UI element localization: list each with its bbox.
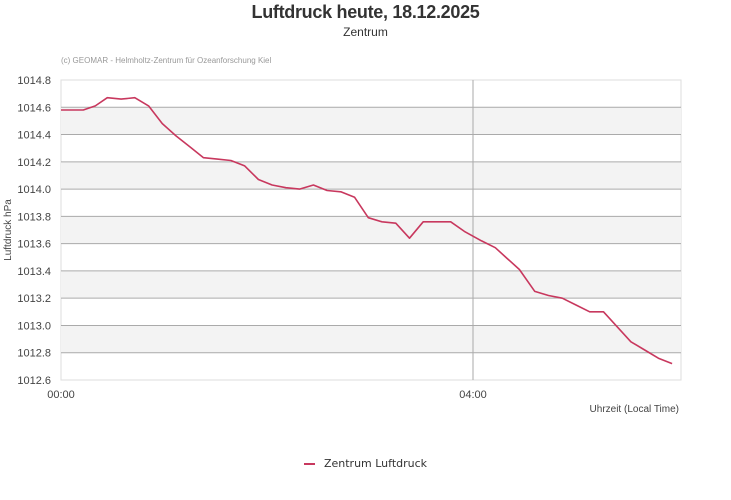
y-axis-label: Luftdruck hPa [3, 199, 14, 261]
x-axis-ticks: 00:00 04:00 [47, 389, 487, 401]
plot-bands [60, 79, 682, 381]
y-tick-label: 1012.6 [17, 375, 51, 387]
legend-item[interactable]: Zentrum Luftdruck [0, 457, 731, 470]
legend-swatch-icon [303, 463, 315, 465]
pressure-series-line [61, 96, 673, 365]
y-tick-label: 1013.0 [17, 320, 51, 332]
legend-label: Zentrum Luftdruck [323, 457, 428, 470]
grid-lines [61, 80, 681, 380]
y-tick-label: 1013.4 [17, 266, 51, 278]
y-tick-label: 1013.2 [17, 293, 51, 305]
x-axis-label: Uhrzeit (Local Time) [590, 404, 679, 415]
copyright-credit: (c) GEOMAR - Helmholtz-Zentrum für Ozean… [61, 56, 272, 65]
y-tick-label: 1013.8 [17, 211, 51, 223]
y-tick-label: 1014.8 [17, 75, 51, 87]
y-tick-label: 1014.0 [17, 184, 51, 196]
x-tick-label: 04:00 [459, 389, 487, 401]
y-tick-label: 1014.2 [17, 157, 51, 169]
y-tick-label: 1013.6 [17, 239, 51, 251]
y-tick-label: 1014.6 [17, 102, 51, 114]
chart-title: Luftdruck heute, 18.12.2025 [251, 2, 480, 22]
y-tick-label: 1012.8 [17, 348, 51, 360]
x-tick-label: 00:00 [47, 389, 75, 401]
y-axis-ticks: 1014.8 1014.6 1014.4 1014.2 1014.0 1013.8 1013… [17, 75, 51, 387]
y-tick-label: 1014.4 [17, 130, 51, 142]
chart-subtitle: Zentrum [343, 25, 388, 39]
